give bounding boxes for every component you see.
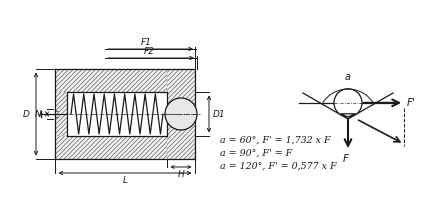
- Text: F2: F2: [143, 47, 154, 56]
- Text: D: D: [23, 110, 30, 118]
- Bar: [55, 92, 67, 136]
- Circle shape: [334, 89, 362, 117]
- Bar: [55, 69, 195, 159]
- Text: D1: D1: [213, 110, 225, 118]
- Text: H: H: [177, 170, 184, 179]
- Circle shape: [165, 98, 197, 130]
- Text: N: N: [34, 110, 41, 118]
- Bar: [55, 136, 167, 159]
- Text: F: F: [343, 154, 349, 164]
- Text: F': F': [407, 98, 416, 108]
- Bar: [167, 69, 195, 159]
- Polygon shape: [341, 114, 356, 117]
- Text: a: a: [345, 72, 351, 82]
- Text: a = 60°, F' = 1,732 x F: a = 60°, F' = 1,732 x F: [220, 136, 330, 145]
- Text: a = 120°, F' = 0,577 x F: a = 120°, F' = 0,577 x F: [220, 162, 337, 171]
- Text: L: L: [123, 176, 127, 185]
- Circle shape: [334, 89, 362, 117]
- Bar: [55, 69, 167, 92]
- Circle shape: [165, 98, 197, 130]
- Text: a = 90°, F' = F: a = 90°, F' = F: [220, 149, 292, 158]
- Text: F1: F1: [141, 38, 152, 47]
- Bar: [67, 92, 167, 136]
